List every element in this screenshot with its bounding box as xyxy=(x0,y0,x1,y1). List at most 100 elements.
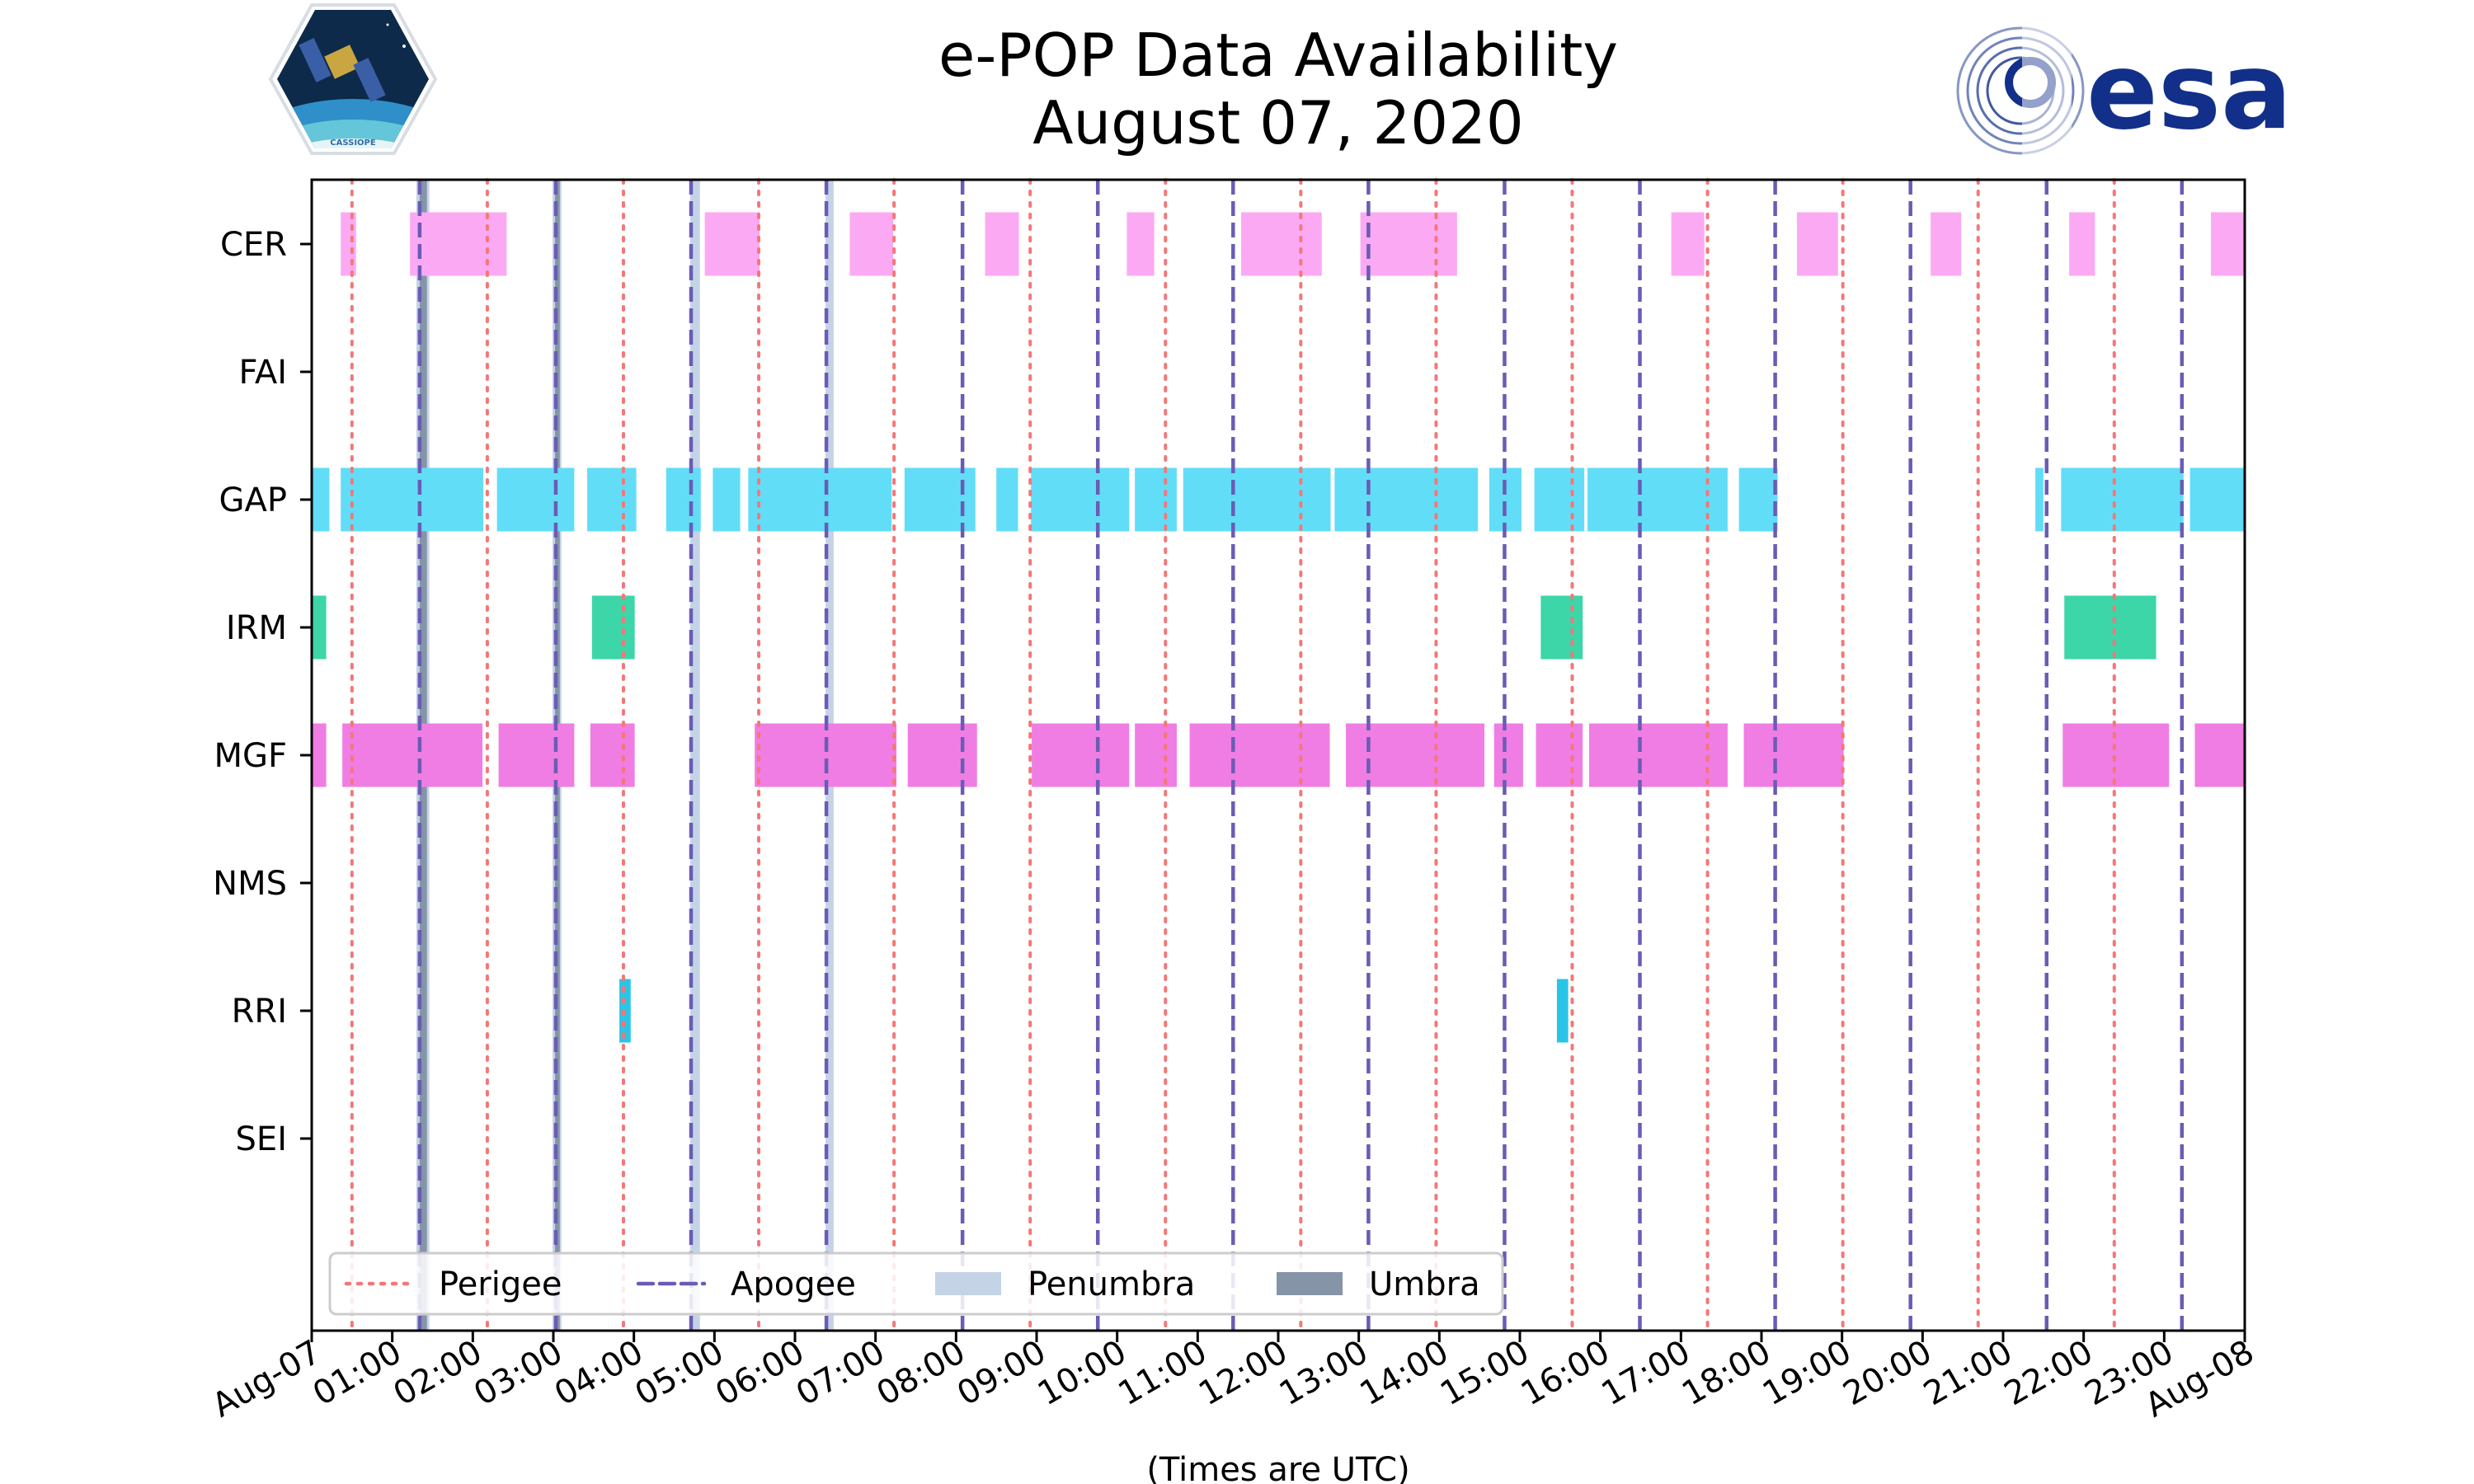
data-bar-cer xyxy=(1671,212,1705,276)
data-bar-irm xyxy=(1540,595,1583,660)
legend-label-umbra: Umbra xyxy=(1369,1266,1480,1303)
data-bar-mgf xyxy=(907,723,977,787)
x-tick-label: 12:00 xyxy=(1192,1333,1294,1413)
x-tick-label: 01:00 xyxy=(307,1333,408,1413)
y-tick-label: RRI xyxy=(232,993,287,1031)
data-bar-irm xyxy=(2064,595,2157,660)
data-bar-gap xyxy=(1334,467,1479,532)
data-bar-gap xyxy=(312,467,330,532)
data-bar-mgf xyxy=(755,723,897,787)
x-tick-label: 08:00 xyxy=(870,1333,971,1413)
data-bar-gap xyxy=(748,467,892,532)
data-bar-gap xyxy=(2189,467,2245,532)
chart-subtitle: August 07, 2020 xyxy=(1032,88,1523,157)
x-tick-label: 14:00 xyxy=(1353,1333,1455,1413)
data-bar-mgf xyxy=(342,723,483,787)
data-bar-gap xyxy=(496,467,575,532)
data-bar-mgf xyxy=(1743,723,1844,787)
data-bar-cer xyxy=(1796,212,1838,276)
x-tick-label: 02:00 xyxy=(387,1333,488,1413)
data-bar-gap xyxy=(996,467,1018,532)
y-tick-label: FAI xyxy=(239,354,288,392)
data-bar-irm xyxy=(312,595,327,660)
data-bar-irm xyxy=(591,595,635,660)
data-bar-gap xyxy=(1489,467,1522,532)
x-tick-label: 17:00 xyxy=(1595,1333,1696,1413)
x-tick-label: 07:00 xyxy=(790,1333,891,1413)
legend-label-apogee: Apogee xyxy=(731,1266,856,1303)
cassiope-logo-text: CASSIOPE xyxy=(330,139,376,148)
x-tick-label: 19:00 xyxy=(1757,1333,1858,1413)
y-tick-label: IRM xyxy=(226,609,287,647)
data-bar-gap xyxy=(1183,467,1331,532)
esa-logo: esa xyxy=(1956,25,2292,157)
data-bar-mgf xyxy=(498,723,575,787)
data-bar-gap xyxy=(587,467,637,532)
data-bar-gap xyxy=(1135,467,1177,532)
data-bar-mgf xyxy=(2062,723,2170,787)
legend-swatch-umbra xyxy=(1277,1272,1343,1295)
x-tick-label: 04:00 xyxy=(548,1333,650,1413)
x-tick-label: 13:00 xyxy=(1273,1333,1375,1413)
data-bar-mgf xyxy=(1588,723,1728,787)
y-tick-label: GAP xyxy=(219,481,287,519)
data-bar-mgf xyxy=(312,723,327,787)
data-bar-rri xyxy=(1556,979,1569,1043)
chart-title: e-POP Data Availability xyxy=(938,21,1618,90)
x-tick-label: 10:00 xyxy=(1032,1333,1133,1413)
data-bar-cer xyxy=(1931,212,1962,276)
data-bar-gap xyxy=(2061,467,2184,532)
x-tick-label: 22:00 xyxy=(1998,1333,2100,1413)
data-bar-gap xyxy=(666,467,701,532)
data-bar-gap xyxy=(1534,467,1585,532)
data-bar-gap xyxy=(904,467,976,532)
x-tick-label: 03:00 xyxy=(468,1333,569,1413)
data-bar-cer xyxy=(849,212,894,276)
x-tick-label: 11:00 xyxy=(1112,1333,1213,1413)
x-axis-label: (Times are UTC) xyxy=(1146,1451,1409,1484)
data-bar-mgf xyxy=(1189,723,1330,787)
cassiope-logo: CASSIOPE xyxy=(268,3,438,155)
data-bar-cer xyxy=(1126,212,1155,276)
x-tick-label: 06:00 xyxy=(709,1333,811,1413)
data-bar-gap xyxy=(1738,467,1778,532)
data-bar-cer xyxy=(2210,212,2245,276)
x-tick-label: 16:00 xyxy=(1515,1333,1616,1413)
data-bar-mgf xyxy=(590,723,635,787)
data-bar-gap xyxy=(1587,467,1728,532)
x-tick-label: 20:00 xyxy=(1837,1333,1938,1413)
x-tick-label: 09:00 xyxy=(951,1333,1052,1413)
data-bar-cer xyxy=(1360,212,1457,276)
legend-label-penumbra: Penumbra xyxy=(1028,1266,1195,1303)
data-bar-gap xyxy=(341,467,484,532)
data-bar-mgf xyxy=(1032,723,1130,787)
data-bar-mgf xyxy=(1493,723,1523,787)
data-bar-cer xyxy=(985,212,1019,276)
plot-area: CERFAIGAPIRMMGFNMSRRISEIAug-0701:0002:00… xyxy=(206,178,2260,1425)
x-tick-label: 21:00 xyxy=(1917,1333,2019,1413)
data-bar-mgf xyxy=(1346,723,1485,787)
data-bar-mgf xyxy=(1536,723,1583,787)
x-tick-label: 15:00 xyxy=(1434,1333,1536,1413)
legend-label-perigee: Perigee xyxy=(439,1266,562,1303)
x-tick-label: 05:00 xyxy=(628,1333,730,1413)
data-bar-cer xyxy=(410,212,507,276)
data-bar-gap xyxy=(1031,467,1130,532)
data-bar-cer xyxy=(2069,212,2095,276)
y-tick-label: NMS xyxy=(213,865,287,903)
y-tick-label: SEI xyxy=(236,1120,287,1158)
esa-logo-text: esa xyxy=(2086,31,2292,153)
data-bar-cer xyxy=(704,212,760,276)
legend-swatch-penumbra xyxy=(935,1272,1001,1295)
y-tick-label: MGF xyxy=(214,737,287,775)
data-bar-gap xyxy=(2035,467,2044,532)
data-bar-mgf xyxy=(1135,723,1177,787)
penumbra-band xyxy=(690,180,700,1331)
data-bar-mgf xyxy=(2194,723,2245,787)
legend-box xyxy=(328,1252,1504,1316)
y-tick-label: CER xyxy=(220,226,287,264)
data-bar-gap xyxy=(713,467,741,532)
data-bar-cer xyxy=(1241,212,1322,276)
x-tick-label: 18:00 xyxy=(1676,1333,1777,1413)
